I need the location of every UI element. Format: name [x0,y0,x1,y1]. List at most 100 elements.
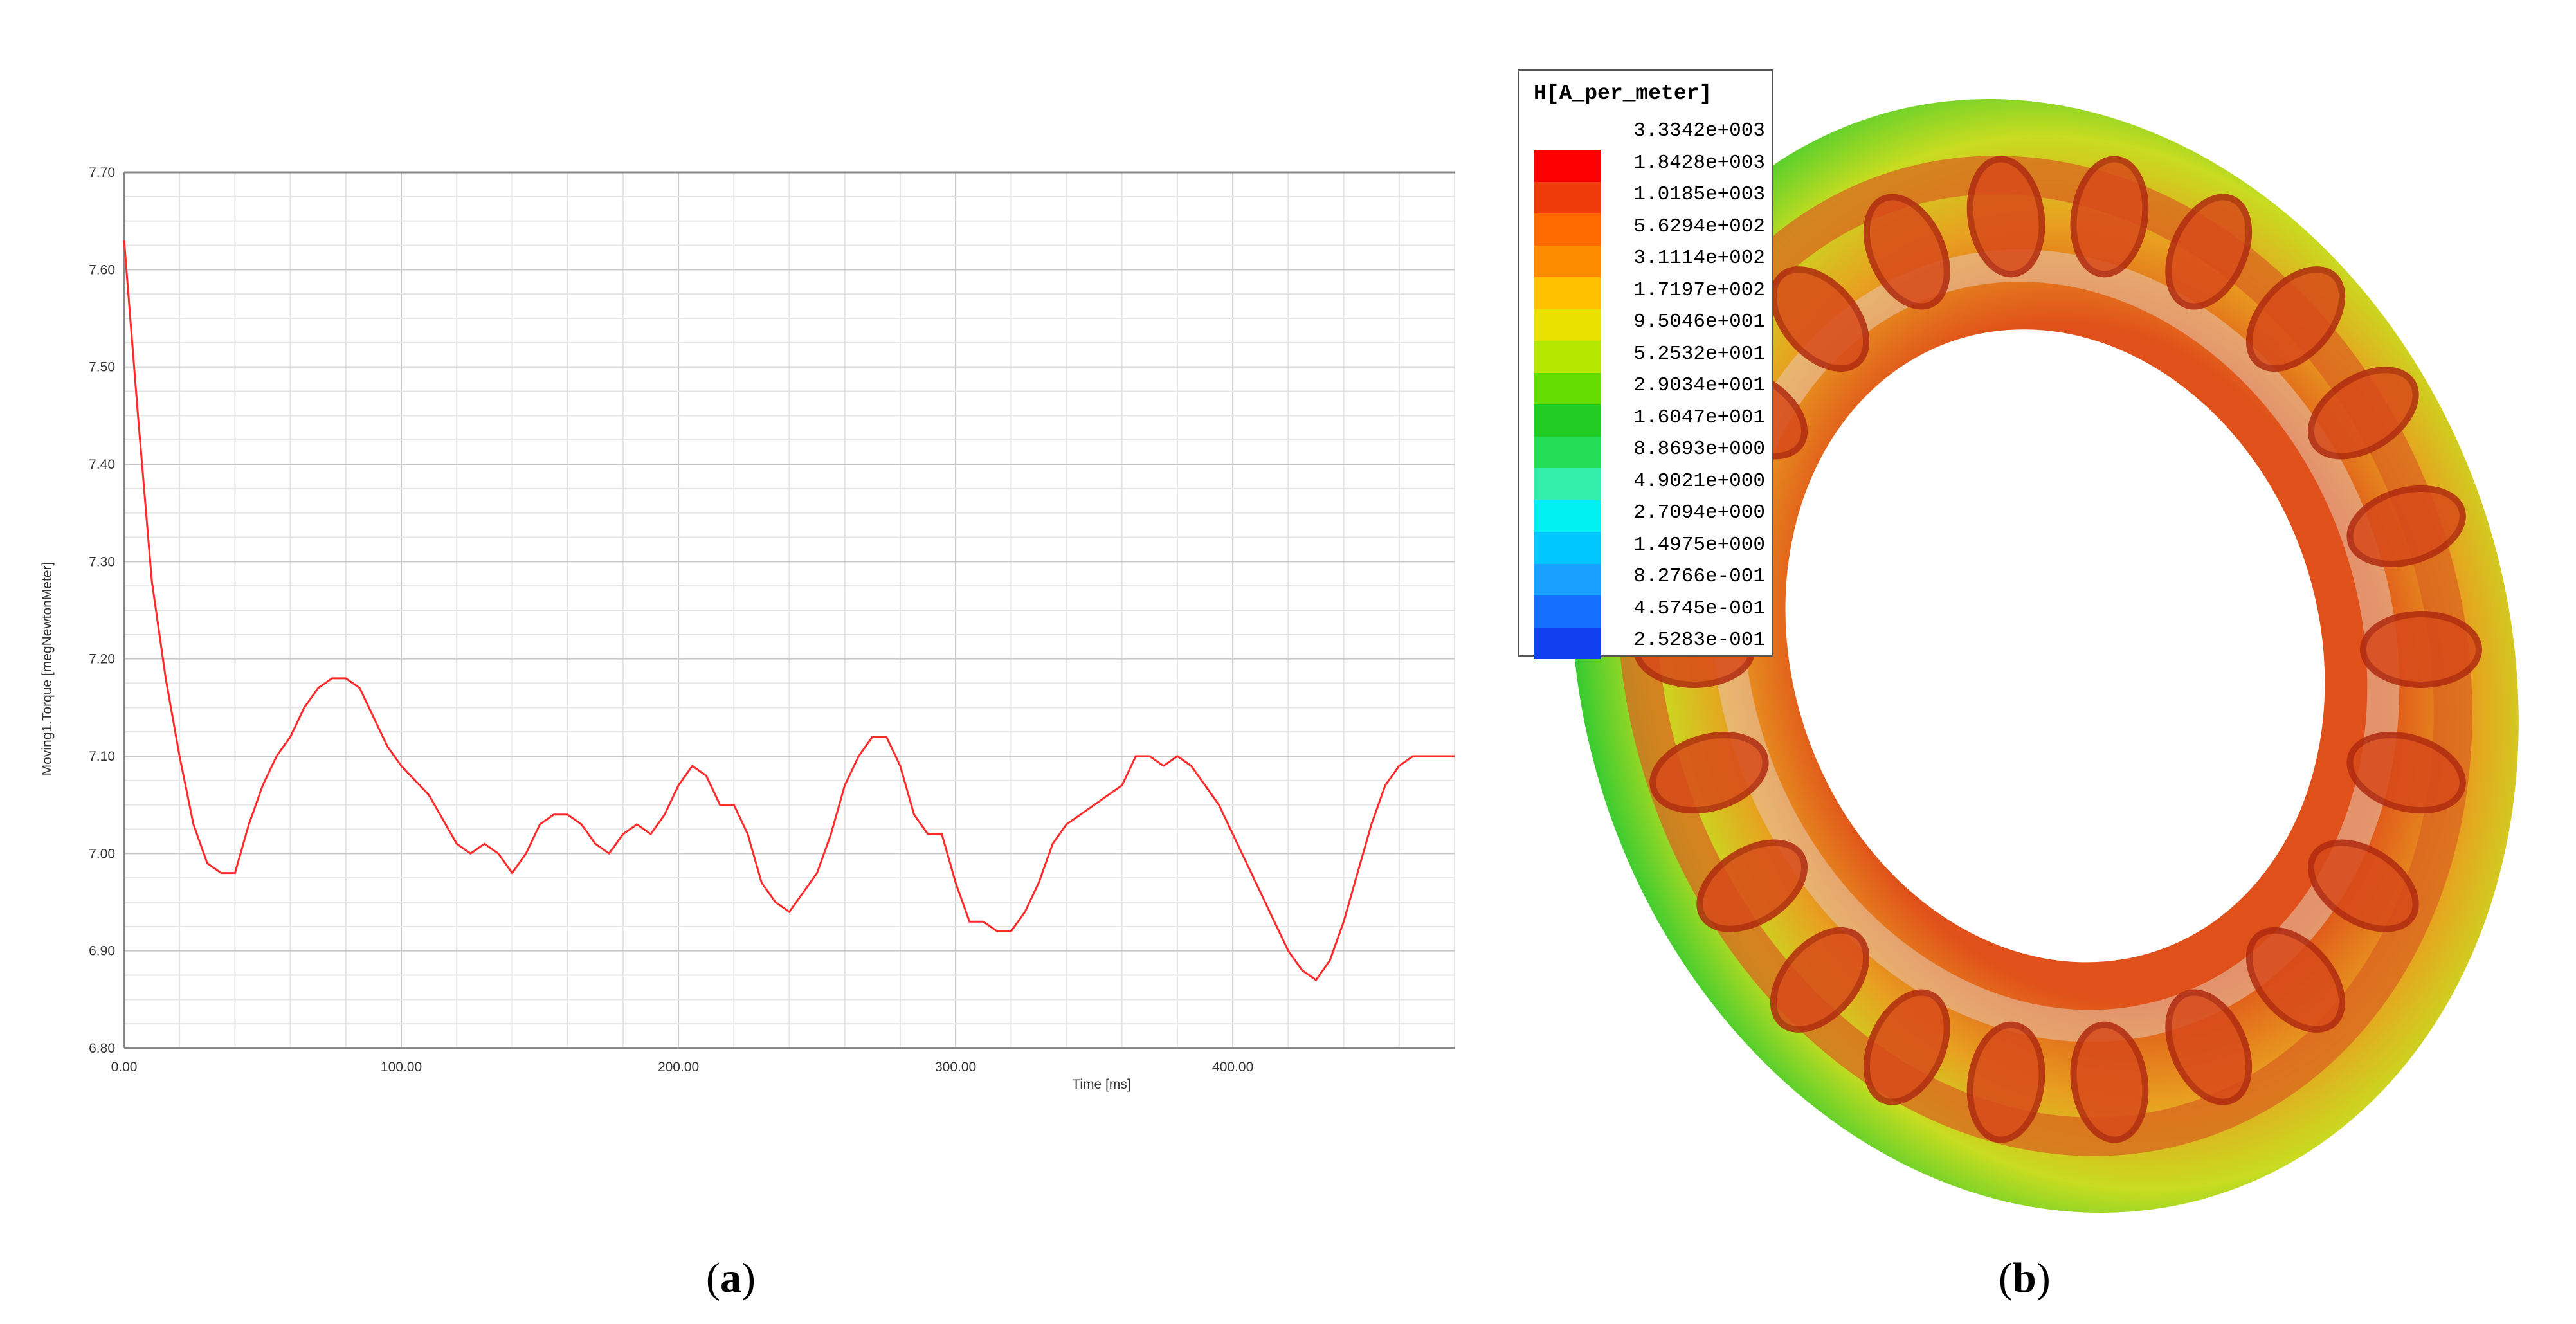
legend-swatch [1534,341,1601,373]
x-tick-label: 300.00 [935,1060,976,1075]
y-tick-label: 7.00 [89,846,115,861]
y-tick-label: 7.10 [89,749,115,764]
legend-value: 3.3342e+003 [1633,120,1765,142]
panel-label-b: (b) [1999,1255,2051,1301]
legend-row: 1.7197e+002 [1534,278,1765,312]
legend-value: 8.2766e-001 [1633,565,1765,588]
legend-row: 4.5745e-001 [1534,597,1765,630]
x-tick-label: 100.00 [381,1060,422,1075]
y-tick-label: 7.50 [89,360,115,375]
legend-value: 4.5745e-001 [1633,597,1765,620]
coil-mark [2346,485,2466,567]
legend-value: 1.4975e+000 [1633,533,1765,556]
legend-value: 1.0185e+003 [1633,183,1765,206]
coil-mark [2245,266,2346,372]
legend-value: 9.5046e+001 [1633,311,1765,333]
coil-mark [1770,266,1870,372]
legend-value: 8.8693e+000 [1633,438,1765,460]
y-tick-label: 6.90 [89,944,115,959]
legend-value: 2.9034e+001 [1633,374,1765,397]
legend-row: 4.9021e+000 [1534,469,1765,503]
legend-value: 1.7197e+002 [1633,278,1765,302]
coil-mark [2360,611,2482,688]
legend-value: 3.1114e+002 [1633,247,1765,269]
field-legend: H[A_per_meter] 3.3342e+003 1.8428e+003 1.0… [1518,69,1773,659]
y-tick-label: 6.80 [89,1041,115,1056]
legend-swatch [1534,500,1601,532]
legend-swatch [1534,595,1601,628]
legend-row: 3.1114e+002 [1534,248,1765,280]
legend-row: 8.2766e-001 [1534,566,1765,598]
legend-value: 2.5283e-001 [1633,629,1765,651]
x-tick-label: 400.00 [1212,1060,1253,1075]
coil-mark [1696,839,1808,932]
legend-title: H[A_per_meter] [1534,82,1712,105]
coil-mark [1649,732,1769,814]
legend-row: 1.0185e+003 [1534,184,1765,216]
legend-row: 1.6047e+001 [1534,406,1765,439]
legend-value: 2.7094e+000 [1633,502,1765,524]
legend-value: 5.6294e+002 [1633,215,1765,238]
legend-value: 1.8428e+003 [1633,151,1765,174]
torque-line-chart: 6.80 6.90 7.00 7.10 7.20 7.30 7.40 7.50 7.60 7.70… [40,165,1455,1092]
legend-row: 2.9034e+001 [1534,375,1765,407]
legend-swatches [1534,150,1601,659]
chart-axes [123,171,1455,1049]
x-axis-label: Time [ms] [1072,1077,1130,1092]
legend-row: 1.8428e+003 [1534,152,1765,185]
legend-swatch [1534,404,1601,437]
coil-mark [1863,194,1950,310]
legend-values: 3.3342e+003 1.8428e+003 1.0185e+003 5.6294e… [1534,120,1765,662]
x-tick-labels: 0.00 100.00 200.00 300.00 400.00 [111,1060,1254,1075]
legend-row: 2.7094e+000 [1534,502,1765,534]
legend-row: 1.4975e+000 [1534,534,1765,567]
legend-row: 2.5283e-001 [1534,630,1765,662]
y-axis-label: Moving1.Torque [megNewtonMeter] [40,562,55,776]
legend-row: 3.3342e+003 [1534,120,1765,152]
legend-swatch [1534,245,1601,277]
y-tick-label: 7.60 [89,262,115,277]
coil-mark [2070,1021,2149,1143]
y-tick-label: 7.40 [89,457,115,472]
y-tick-label: 7.20 [89,652,115,667]
legend-swatch [1534,309,1601,341]
coil-mark [2165,989,2253,1105]
coil-mark [2165,194,2253,310]
legend-swatch [1534,436,1601,468]
legend-swatch [1534,468,1601,500]
coil-mark [2307,367,2419,460]
ring-hole [1785,329,2325,963]
legend-row: 8.8693e+000 [1534,439,1765,471]
coil-mark [1863,989,1950,1105]
legend-swatch [1534,213,1601,246]
x-tick-label: 200.00 [658,1060,699,1075]
y-tick-label: 7.30 [89,554,115,569]
torque-series-line [123,240,1455,982]
x-tick-label: 0.00 [111,1060,138,1075]
legend-value: 5.2532e+001 [1633,342,1765,365]
legend-swatch [1534,150,1601,182]
chart-grid [123,172,1455,1049]
legend-value: 1.6047e+001 [1633,406,1765,429]
coil-mark [2070,156,2149,278]
coil-mark [2346,732,2466,814]
legend-value: 4.9021e+000 [1633,469,1765,493]
y-tick-label: 7.70 [89,165,115,180]
legend-swatch [1534,532,1601,564]
legend-row: 9.5046e+001 [1534,311,1765,343]
coil-mark [2245,927,2346,1033]
legend-swatch [1534,181,1601,213]
legend-row: 5.2532e+001 [1534,343,1765,376]
field-ring-plot [1571,99,2519,1213]
coil-mark [1966,156,2045,278]
y-tick-labels: 6.80 6.90 7.00 7.10 7.20 7.30 7.40 7.50 7.60 7.70 [89,165,115,1056]
legend-swatch [1534,372,1601,404]
coil-mark [2307,839,2419,932]
coil-mark [1770,927,1870,1033]
legend-swatch [1534,627,1601,659]
coil-mark [1966,1021,2045,1143]
panel-label-a: (a) [706,1255,756,1301]
legend-swatch [1534,277,1601,309]
legend-swatch [1534,563,1601,595]
legend-row: 5.6294e+002 [1534,215,1765,248]
